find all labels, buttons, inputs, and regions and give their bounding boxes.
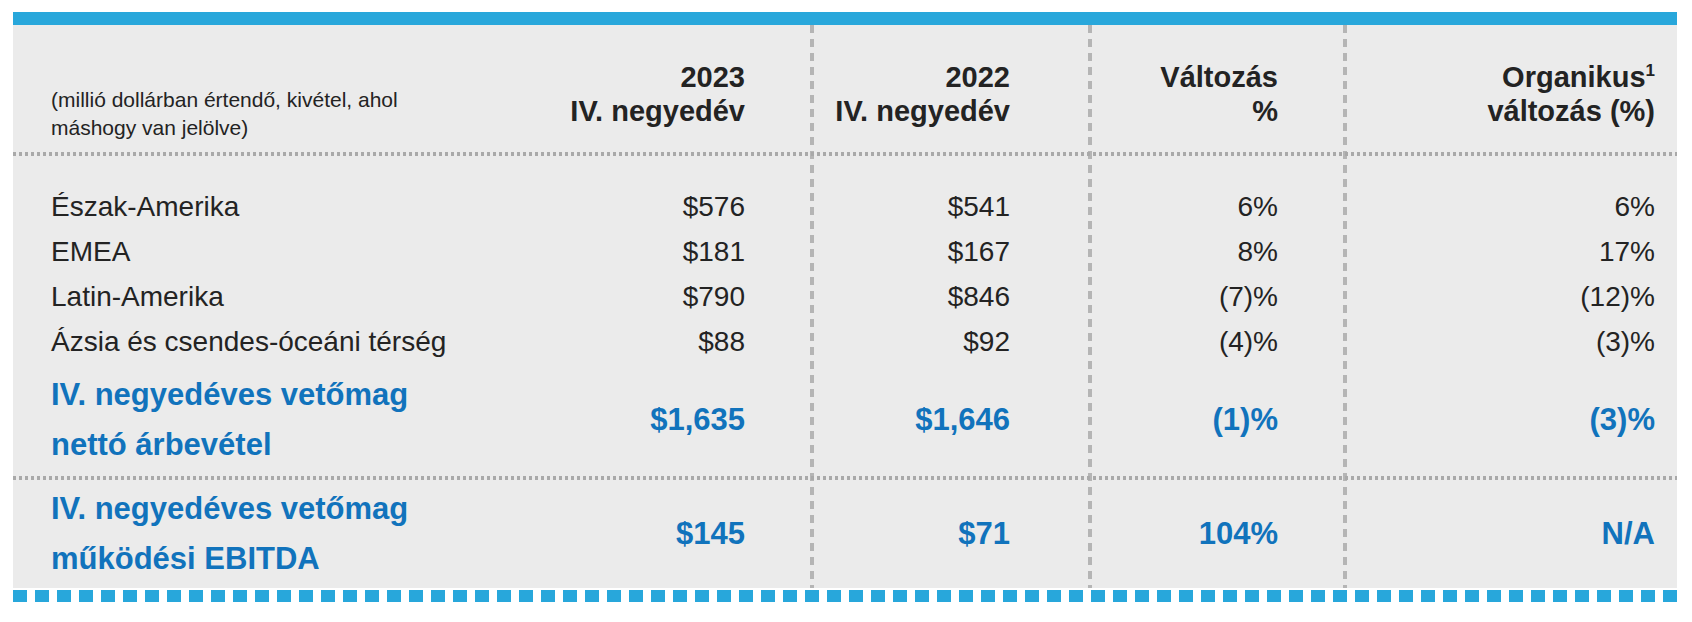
cell-q4-2023: $145 [483,516,812,552]
table-header-row: (millió dollárban értendő, kivétel, ahol… [13,25,1677,152]
summary-label-line: IV. negyedéves vetőmag [51,484,483,534]
results-table: (millió dollárban értendő, kivétel, ahol… [13,12,1677,602]
summary-row-label: IV. negyedéves vetőmag működési EBITDA [13,484,483,584]
row-label: Latin-Amerika [13,281,483,313]
cell-organic: 17% [1345,236,1677,268]
table-row-asia-pacific: Ázsia és csendes-óceáni térség $88 $92 (… [13,319,1677,364]
cell-q4-2023: $1,635 [483,402,812,438]
cell-change: (1)% [1090,402,1345,438]
cell-q4-2022: $71 [812,516,1090,552]
column-header-q4-2023: 2023 IV. negyedév [483,60,812,152]
header-line: % [1090,94,1278,128]
cell-q4-2023: $790 [483,281,812,313]
units-note: (millió dollárban értendő, kivétel, ahol… [13,86,471,152]
header-line: Változás [1090,60,1278,94]
cell-change: (4)% [1090,326,1345,358]
column-header-change: Változás % [1090,60,1345,152]
summary-row-label: IV. negyedéves vetőmag nettó árbevétel [13,370,483,470]
cell-q4-2022: $167 [812,236,1090,268]
table-row-latin-america: Latin-Amerika $790 $846 (7)% (12)% [13,274,1677,319]
table-row-seed-net-sales-total: IV. negyedéves vetőmag nettó árbevétel $… [13,364,1677,476]
table-row-seed-operating-ebitda: IV. negyedéves vetőmag működési EBITDA $… [13,480,1677,588]
header-divider [13,152,1677,156]
table-row-emea: EMEA $181 $167 8% 17% [13,229,1677,274]
header-period: IV. negyedév [812,94,1010,128]
header-period: IV. negyedév [483,94,745,128]
column-header-organic-change: Organikus1 változás (%) [1345,60,1677,152]
cell-q4-2022: $846 [812,281,1090,313]
cell-organic: (3)% [1345,402,1677,438]
cell-change: (7)% [1090,281,1345,313]
row-label: Ázsia és csendes-óceáni térség [13,326,483,358]
table-top-accent-bar [13,12,1677,25]
cell-q4-2022: $1,646 [812,402,1090,438]
cell-q4-2022: $92 [812,326,1090,358]
cell-change: 6% [1090,191,1345,223]
summary-label-line: működési EBITDA [51,534,483,584]
cell-organic: (3)% [1345,326,1677,358]
header-year: 2023 [483,60,745,94]
cell-organic: (12)% [1345,281,1677,313]
cell-organic: 6% [1345,191,1677,223]
table-row-north-america: Észak-Amerika $576 $541 6% 6% [13,184,1677,229]
header-line: Organikus1 [1345,60,1655,94]
summary-label-line: IV. negyedéves vetőmag [51,370,483,420]
cell-q4-2023: $576 [483,191,812,223]
cell-organic: N/A [1345,516,1677,552]
cell-q4-2022: $541 [812,191,1090,223]
footnote-marker: 1 [1646,61,1655,80]
header-line: változás (%) [1345,94,1655,128]
summary-label-line: nettó árbevétel [51,420,483,470]
header-text: Organikus [1502,61,1645,93]
table-body: (millió dollárban értendő, kivétel, ahol… [13,25,1677,588]
table-bottom-accent-border [13,590,1677,602]
cell-change: 8% [1090,236,1345,268]
column-header-q4-2022: 2022 IV. negyedév [812,60,1090,152]
row-label: Észak-Amerika [13,191,483,223]
region-rows: Észak-Amerika $576 $541 6% 6% EMEA $181 … [13,156,1677,364]
row-label: EMEA [13,236,483,268]
cell-q4-2023: $88 [483,326,812,358]
cell-q4-2023: $181 [483,236,812,268]
header-year: 2022 [812,60,1010,94]
cell-change: 104% [1090,516,1345,552]
financial-results-figure: (millió dollárban értendő, kivétel, ahol… [0,0,1692,622]
